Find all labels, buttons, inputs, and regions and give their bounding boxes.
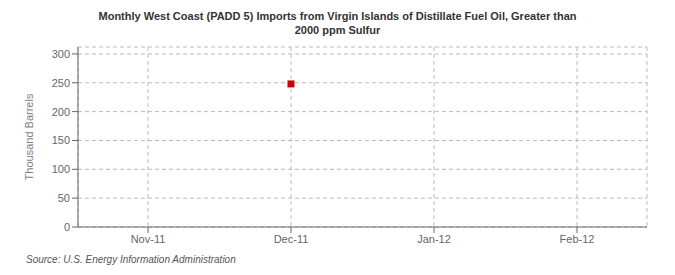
html-text:2000 ppm Sulfur: 2000 ppm Sulfur — [294, 24, 381, 36]
svg-text:100: 100 — [52, 163, 70, 175]
svg-text:Thousand Barrels: Thousand Barrels — [23, 93, 35, 180]
svg-text:0: 0 — [64, 221, 70, 233]
svg-text:150: 150 — [52, 134, 70, 146]
svg-text:Feb-12: Feb-12 — [560, 233, 595, 245]
html-text:Source: U.S. Energy Informatio: Source: U.S. Energy Information Administ… — [26, 254, 236, 265]
svg-text:Dec-11: Dec-11 — [274, 233, 309, 245]
svg-text:250: 250 — [52, 77, 70, 89]
svg-text:Nov-11: Nov-11 — [131, 233, 166, 245]
svg-text:200: 200 — [52, 106, 70, 118]
svg-text:Jan-12: Jan-12 — [417, 233, 451, 245]
svg-text:50: 50 — [58, 192, 70, 204]
svg-text:300: 300 — [52, 48, 70, 60]
html-text:Monthly West Coast (PADD 5) Im: Monthly West Coast (PADD 5) Imports from… — [98, 10, 577, 22]
